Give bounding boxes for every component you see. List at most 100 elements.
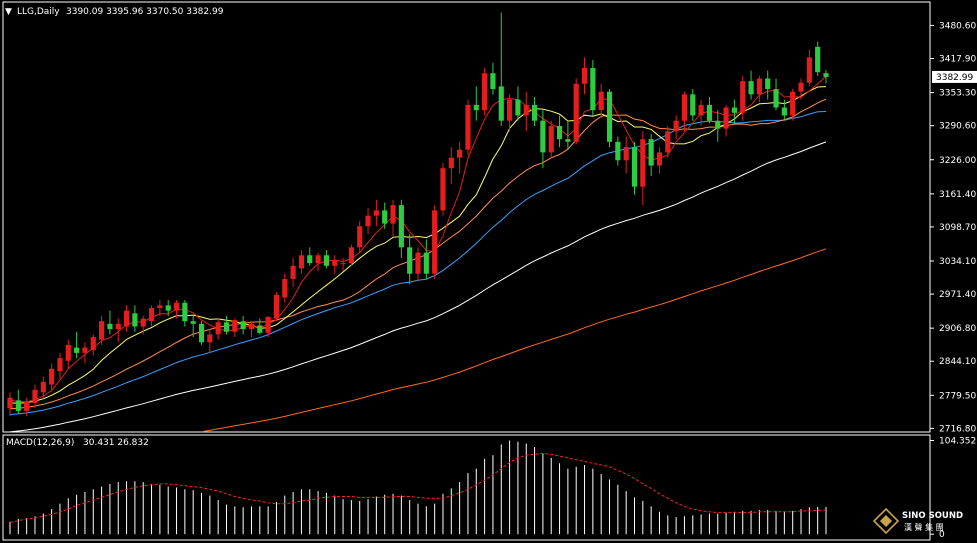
candle-body [765,78,771,90]
candle-body [590,67,596,111]
candle-body [448,157,454,169]
price-tick-label: 3034.10 [939,257,976,267]
candle-body [823,73,829,77]
price-tick-label: 2906.80 [939,324,976,334]
logo-subtitle: 漢 聲 集 團 [904,522,944,532]
candle-body [323,255,329,266]
symbol-dropdown-icon[interactable]: ▼ [5,7,12,17]
candle-body [756,78,762,95]
candle-body [656,152,663,166]
candle-body [348,247,354,264]
candle-body [248,323,255,330]
candle-body [49,368,55,385]
price-tick-label: 2971.40 [939,290,976,300]
candle-body [240,321,246,330]
macd-panel-border [2,434,931,541]
chart-frame [2,1,931,541]
candle-body [681,94,688,121]
candle-body [74,347,80,353]
candle-body [531,104,538,121]
candle-body [798,82,804,92]
candle-body [615,141,621,161]
candle-body [665,131,671,153]
candle-body [40,381,46,393]
candle-body [190,321,196,324]
candle-body [140,318,146,327]
candle-body [790,91,796,116]
candle-body [173,302,180,311]
candle-body [673,120,679,132]
candle-body [648,139,654,166]
candle-body [90,337,96,351]
current-price-tag: 3382.99 [932,70,977,83]
candle-body [290,265,296,279]
candle-body [215,322,221,335]
candle-body [715,120,721,129]
candle-body [373,210,379,216]
candle-body [423,252,429,274]
candle-body [606,91,613,142]
candle-body [773,89,779,108]
candle-body [815,46,821,73]
candle-body [282,278,288,298]
candle-body [731,107,737,113]
candle-body [490,73,496,90]
candle-body [556,125,563,140]
candle-body [706,104,713,121]
candle-body [498,86,504,121]
candle-body [548,125,554,153]
candle-body [165,305,171,311]
macd-signal-series [9,452,827,523]
candle-body [332,260,338,266]
candle-body [198,323,205,343]
candle-body [382,210,388,224]
macd-axis: 104.352 0 [930,436,976,540]
price-tick-label: 3417.90 [939,55,976,65]
candle-body [748,81,754,95]
price-tick-label: 3353.30 [939,89,976,99]
candle-body [581,67,588,84]
candle-body [573,83,579,142]
price-tick-label: 3226.00 [939,156,976,166]
candle-body [273,294,280,319]
candle-body [440,168,446,211]
ma-5-line [9,75,827,403]
candle-body [473,104,479,111]
candle-body [32,389,38,403]
macd-tick-label: 0 [939,530,945,540]
candle-body [7,397,13,409]
candle-body [265,316,271,333]
candle-body [507,99,513,121]
candle-body [565,139,571,142]
price-tick-label: 3161.40 [939,190,976,200]
main-panel-border [2,1,931,433]
ohlc-readout: 3390.09 3395.96 3370.50 3382.99 [66,7,224,17]
candle-body [307,255,313,264]
candle-body [482,73,488,111]
candle-body [182,302,188,322]
candle-body [698,104,704,116]
candle-body [806,57,812,83]
price-axis: 3480.60 3417.90 3353.30 3290.60 3226.00 3161.… [930,21,976,434]
price-tick-label: 2779.50 [939,391,976,401]
candle-body [690,94,696,116]
price-tick-label: 3290.60 [939,122,976,132]
candle-body [232,320,238,332]
candle-body [15,400,21,411]
candle-body [540,120,546,153]
candlestick-series [7,12,829,417]
candle-body [415,252,421,274]
macd-values: 30.431 26.832 [83,438,149,448]
candle-body [407,247,413,274]
macd-tick-label: 104.352 [939,436,976,446]
price-tick-label: 2716.80 [939,424,976,434]
current-price-value: 3382.99 [936,73,973,83]
logo-diamond-icon [872,507,900,535]
macd-label: MACD(12,26,9) [6,438,74,448]
price-tick-label: 2844.10 [939,357,976,367]
macd-histogram [9,440,827,535]
candle-body [631,147,638,187]
candle-body [99,321,105,340]
candle-body [65,344,71,361]
